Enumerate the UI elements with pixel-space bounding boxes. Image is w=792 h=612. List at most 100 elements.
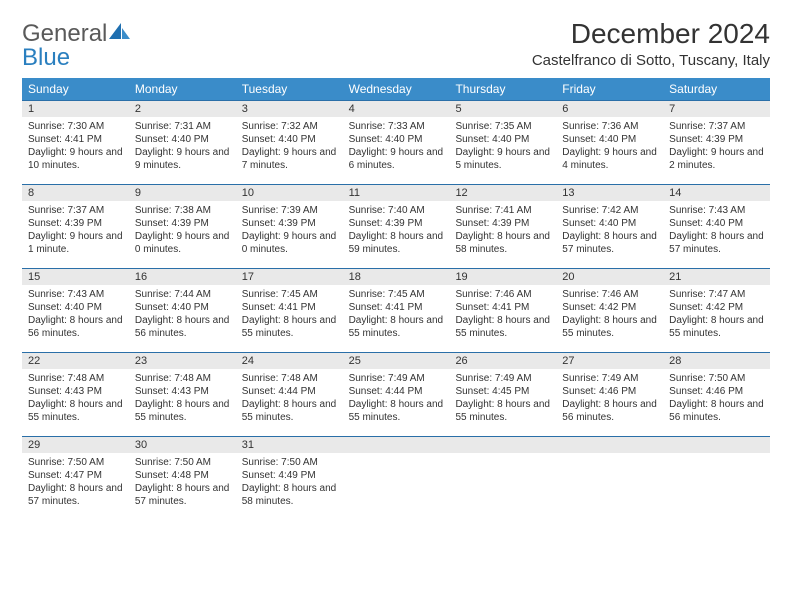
title-block: December 2024 Castelfranco di Sotto, Tus…: [532, 18, 770, 69]
day-number: 2: [129, 100, 236, 117]
empty-day: [343, 436, 450, 453]
sunset-text: Sunset: 4:46 PM: [669, 385, 764, 398]
sunrise-text: Sunrise: 7:47 AM: [669, 288, 764, 301]
daylight-text: Daylight: 8 hours and 57 minutes.: [28, 482, 123, 508]
sunrise-text: Sunrise: 7:50 AM: [669, 372, 764, 385]
day-details: Sunrise: 7:46 AMSunset: 4:42 PMDaylight:…: [556, 285, 663, 340]
day-number: 23: [129, 352, 236, 369]
day-details: Sunrise: 7:31 AMSunset: 4:40 PMDaylight:…: [129, 117, 236, 172]
sunset-text: Sunset: 4:47 PM: [28, 469, 123, 482]
sunset-text: Sunset: 4:44 PM: [349, 385, 444, 398]
day-cell: Sunrise: 7:50 AMSunset: 4:48 PMDaylight:…: [129, 453, 236, 508]
empty-cell: [663, 453, 770, 508]
day-number: 19: [449, 268, 556, 285]
day-number: 7: [663, 100, 770, 117]
day-cell: Sunrise: 7:32 AMSunset: 4:40 PMDaylight:…: [236, 117, 343, 172]
day-details: Sunrise: 7:32 AMSunset: 4:40 PMDaylight:…: [236, 117, 343, 172]
day-details: Sunrise: 7:45 AMSunset: 4:41 PMDaylight:…: [343, 285, 450, 340]
daylight-text: Daylight: 8 hours and 56 minutes.: [562, 398, 657, 424]
day-number: 11: [343, 184, 450, 201]
day-number: 17: [236, 268, 343, 285]
sail-icon: [109, 22, 131, 46]
day-cell: Sunrise: 7:42 AMSunset: 4:40 PMDaylight:…: [556, 201, 663, 256]
logo: General Blue: [22, 22, 131, 70]
dayname-tuesday: Tuesday: [236, 78, 343, 100]
day-cell: Sunrise: 7:35 AMSunset: 4:40 PMDaylight:…: [449, 117, 556, 172]
sunset-text: Sunset: 4:39 PM: [28, 217, 123, 230]
sunset-text: Sunset: 4:40 PM: [562, 217, 657, 230]
day-details: Sunrise: 7:42 AMSunset: 4:40 PMDaylight:…: [556, 201, 663, 256]
sunrise-text: Sunrise: 7:35 AM: [455, 120, 550, 133]
sunrise-text: Sunrise: 7:48 AM: [28, 372, 123, 385]
day-cell: Sunrise: 7:47 AMSunset: 4:42 PMDaylight:…: [663, 285, 770, 340]
location: Castelfranco di Sotto, Tuscany, Italy: [532, 52, 770, 69]
week-row: Sunrise: 7:50 AMSunset: 4:47 PMDaylight:…: [22, 453, 770, 508]
dayname-friday: Friday: [556, 78, 663, 100]
day-number: 10: [236, 184, 343, 201]
sunset-text: Sunset: 4:39 PM: [455, 217, 550, 230]
day-number: 28: [663, 352, 770, 369]
daylight-text: Daylight: 9 hours and 9 minutes.: [135, 146, 230, 172]
sunset-text: Sunset: 4:39 PM: [135, 217, 230, 230]
week-row: Sunrise: 7:37 AMSunset: 4:39 PMDaylight:…: [22, 201, 770, 256]
daynum-row: 15161718192021: [22, 268, 770, 285]
day-cell: Sunrise: 7:46 AMSunset: 4:41 PMDaylight:…: [449, 285, 556, 340]
daylight-text: Daylight: 9 hours and 2 minutes.: [669, 146, 764, 172]
day-number: 1: [22, 100, 129, 117]
sunrise-text: Sunrise: 7:49 AM: [349, 372, 444, 385]
sunset-text: Sunset: 4:41 PM: [349, 301, 444, 314]
daylight-text: Daylight: 8 hours and 55 minutes.: [242, 314, 337, 340]
day-details: Sunrise: 7:37 AMSunset: 4:39 PMDaylight:…: [663, 117, 770, 172]
day-details: Sunrise: 7:50 AMSunset: 4:47 PMDaylight:…: [22, 453, 129, 508]
day-cell: Sunrise: 7:49 AMSunset: 4:45 PMDaylight:…: [449, 369, 556, 424]
day-details: Sunrise: 7:46 AMSunset: 4:41 PMDaylight:…: [449, 285, 556, 340]
sunrise-text: Sunrise: 7:43 AM: [669, 204, 764, 217]
day-number: 4: [343, 100, 450, 117]
daylight-text: Daylight: 8 hours and 57 minutes.: [669, 230, 764, 256]
day-number: 25: [343, 352, 450, 369]
dayname-sunday: Sunday: [22, 78, 129, 100]
sunset-text: Sunset: 4:40 PM: [669, 217, 764, 230]
day-number: 16: [129, 268, 236, 285]
sunrise-text: Sunrise: 7:46 AM: [562, 288, 657, 301]
sunrise-text: Sunrise: 7:31 AM: [135, 120, 230, 133]
empty-cell: [449, 453, 556, 508]
sunrise-text: Sunrise: 7:48 AM: [242, 372, 337, 385]
sunset-text: Sunset: 4:40 PM: [349, 133, 444, 146]
empty-cell: [343, 453, 450, 508]
sunset-text: Sunset: 4:40 PM: [135, 301, 230, 314]
daylight-text: Daylight: 9 hours and 10 minutes.: [28, 146, 123, 172]
sunrise-text: Sunrise: 7:45 AM: [349, 288, 444, 301]
empty-day: [449, 436, 556, 453]
day-number: 30: [129, 436, 236, 453]
sunset-text: Sunset: 4:41 PM: [28, 133, 123, 146]
sunrise-text: Sunrise: 7:30 AM: [28, 120, 123, 133]
day-number: 22: [22, 352, 129, 369]
day-details: Sunrise: 7:35 AMSunset: 4:40 PMDaylight:…: [449, 117, 556, 172]
day-number: 31: [236, 436, 343, 453]
day-number: 13: [556, 184, 663, 201]
calendar: SundayMondayTuesdayWednesdayThursdayFrid…: [22, 78, 770, 508]
day-details: Sunrise: 7:30 AMSunset: 4:41 PMDaylight:…: [22, 117, 129, 172]
daylight-text: Daylight: 9 hours and 0 minutes.: [135, 230, 230, 256]
sunrise-text: Sunrise: 7:40 AM: [349, 204, 444, 217]
day-cell: Sunrise: 7:44 AMSunset: 4:40 PMDaylight:…: [129, 285, 236, 340]
day-details: Sunrise: 7:47 AMSunset: 4:42 PMDaylight:…: [663, 285, 770, 340]
daylight-text: Daylight: 9 hours and 1 minute.: [28, 230, 123, 256]
day-number: 6: [556, 100, 663, 117]
day-number: 8: [22, 184, 129, 201]
day-cell: Sunrise: 7:40 AMSunset: 4:39 PMDaylight:…: [343, 201, 450, 256]
sunrise-text: Sunrise: 7:37 AM: [28, 204, 123, 217]
day-number: 14: [663, 184, 770, 201]
daylight-text: Daylight: 8 hours and 58 minutes.: [242, 482, 337, 508]
empty-day: [556, 436, 663, 453]
sunset-text: Sunset: 4:39 PM: [349, 217, 444, 230]
day-details: Sunrise: 7:38 AMSunset: 4:39 PMDaylight:…: [129, 201, 236, 256]
sunrise-text: Sunrise: 7:36 AM: [562, 120, 657, 133]
day-cell: Sunrise: 7:48 AMSunset: 4:44 PMDaylight:…: [236, 369, 343, 424]
sunset-text: Sunset: 4:40 PM: [242, 133, 337, 146]
day-details: Sunrise: 7:44 AMSunset: 4:40 PMDaylight:…: [129, 285, 236, 340]
day-details: Sunrise: 7:43 AMSunset: 4:40 PMDaylight:…: [663, 201, 770, 256]
day-details: Sunrise: 7:41 AMSunset: 4:39 PMDaylight:…: [449, 201, 556, 256]
daylight-text: Daylight: 8 hours and 57 minutes.: [135, 482, 230, 508]
